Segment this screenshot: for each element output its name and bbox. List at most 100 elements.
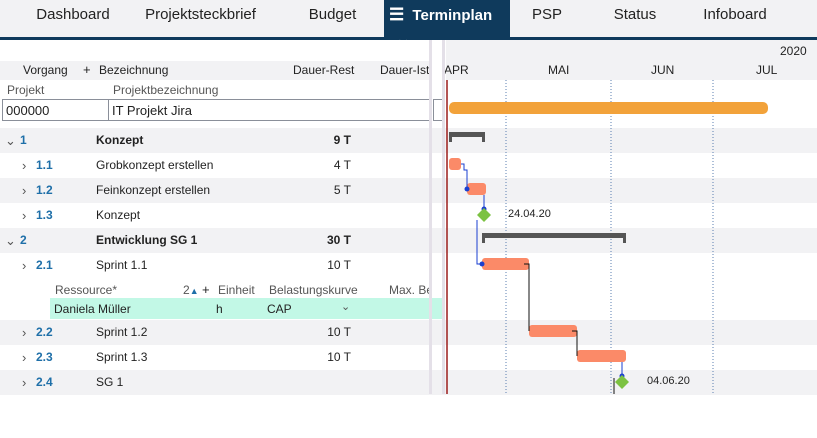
task-row[interactable]: › 2.3 Sprint 1.3 10 T — [0, 345, 817, 370]
milestone-date-1: 24.04.20 — [508, 208, 551, 220]
tab-infoboard[interactable]: Infoboard — [703, 6, 767, 23]
link-dot — [479, 261, 485, 267]
resource-row[interactable] — [50, 298, 444, 319]
add-resource-button[interactable]: + — [202, 282, 210, 297]
col-dauer-rest[interactable]: Dauer-Rest — [293, 63, 355, 77]
task-row[interactable]: ⌄ 1 Konzept 9 T — [0, 128, 817, 153]
close-icon[interactable]: ✕ — [397, 37, 410, 54]
month-mai: MAI — [548, 63, 570, 77]
task-duration: 30 T — [326, 233, 351, 247]
task-duration: 4 T — [333, 158, 351, 172]
task-bar — [577, 350, 626, 362]
splitter-left[interactable] — [429, 40, 432, 394]
menu-icon[interactable]: ☰ — [389, 5, 405, 24]
task-bar — [482, 258, 529, 270]
task-name[interactable]: Konzept — [96, 133, 144, 147]
task-duration: 10 T — [327, 325, 351, 339]
tab-terminplan[interactable]: ☰ Terminplan ✕ — [384, 0, 510, 54]
task-row[interactable]: ⌄ 2 Entwicklung SG 1 30 T — [0, 228, 817, 253]
summary-bar — [482, 233, 626, 243]
expand-chevron-icon[interactable]: › — [22, 350, 27, 365]
tab-psp[interactable]: PSP — [531, 6, 562, 23]
task-number: 2.4 — [36, 375, 53, 389]
expand-chevron-icon[interactable]: › — [22, 325, 27, 340]
expand-chevron-icon[interactable]: › — [22, 183, 27, 198]
resource-count-value: 2 — [183, 283, 190, 297]
task-duration: 10 T — [327, 258, 351, 272]
col-max-belastung[interactable]: Max. Be — [389, 283, 431, 297]
resource-curve-select[interactable]: CAP — [267, 302, 292, 316]
timeline-year: 2020 — [780, 44, 807, 58]
splitter-right[interactable] — [442, 40, 445, 394]
task-name[interactable]: Feinkonzept erstellen — [96, 183, 211, 197]
tab-dashboard[interactable]: Dashboard — [36, 6, 110, 23]
col-vorgang[interactable]: Vorgang — [23, 63, 68, 77]
task-name[interactable]: Sprint 1.3 — [96, 350, 148, 364]
task-number: 1.2 — [36, 183, 53, 197]
timeline-header — [446, 40, 817, 80]
task-row[interactable]: › 2.4 SG 1 — [0, 370, 817, 395]
task-name[interactable]: Konzept — [96, 208, 141, 222]
expand-chevron-icon[interactable]: › — [22, 158, 27, 173]
month-jul: JUL — [756, 63, 778, 77]
expand-chevron-icon[interactable]: › — [22, 258, 27, 273]
dependency-link — [461, 163, 468, 189]
milestone-date-2: 04.06.20 — [647, 375, 690, 387]
task-row[interactable]: › 1.2 Feinkonzept erstellen 5 T — [0, 178, 817, 203]
task-bar — [467, 183, 486, 195]
sort-asc-icon[interactable]: ▲ — [189, 286, 199, 296]
task-row[interactable]: › 2.1 Sprint 1.1 10 T — [0, 253, 817, 278]
task-number: 1.3 — [36, 208, 53, 222]
task-bar — [449, 158, 461, 170]
col-einheit[interactable]: Einheit — [218, 283, 255, 297]
summary-bar — [449, 132, 485, 142]
link-dot — [464, 186, 470, 192]
task-name[interactable]: Entwicklung SG 1 — [96, 233, 198, 247]
collapse-chevron-icon[interactable]: ⌄ — [5, 133, 16, 148]
chevron-down-icon[interactable]: ⌄ — [341, 301, 351, 313]
resource-count: 2▲ — [183, 283, 199, 297]
expand-chevron-icon[interactable]: › — [22, 208, 27, 223]
col-dauer-ist[interactable]: Dauer-Ist — [380, 63, 430, 77]
column-header — [0, 61, 431, 80]
tab-label: Terminplan — [412, 7, 493, 24]
milestone-diamond — [477, 208, 491, 222]
task-number: 1.1 — [36, 158, 53, 172]
resource-unit[interactable]: h — [216, 302, 223, 316]
add-column-button[interactable]: + — [83, 62, 91, 77]
task-bar — [529, 325, 577, 337]
task-row[interactable]: › 1.3 Konzept — [0, 203, 817, 228]
project-bar — [449, 102, 768, 114]
task-row[interactable]: › 2.2 Sprint 1.2 10 T — [0, 320, 817, 345]
col-bezeichnung[interactable]: Bezeichnung — [99, 63, 169, 77]
tab-status[interactable]: Status — [613, 6, 657, 23]
tab-bar: Dashboard Projektsteckbrief Budget ☰ Ter… — [0, 0, 817, 54]
task-number: 2.1 — [36, 258, 53, 272]
task-name[interactable]: Sprint 1.1 — [96, 258, 148, 272]
task-name[interactable]: Sprint 1.2 — [96, 325, 148, 339]
resource-name[interactable]: Daniela Müller — [54, 302, 131, 316]
month-apr: APR — [444, 63, 469, 77]
task-number: 1 — [20, 133, 27, 147]
task-name[interactable]: Grobkonzept erstellen — [96, 158, 214, 172]
dependency-link — [524, 263, 530, 331]
col-ressource[interactable]: Ressource* — [55, 283, 118, 297]
task-name[interactable]: SG 1 — [96, 375, 124, 389]
task-number: 2.3 — [36, 350, 53, 364]
month-jun: JUN — [651, 63, 675, 77]
dependency-link — [476, 220, 482, 265]
col-belastungskurve[interactable]: Belastungskurve — [269, 283, 358, 297]
task-duration: 5 T — [333, 183, 351, 197]
expand-chevron-icon[interactable]: › — [22, 375, 27, 390]
task-number: 2.2 — [36, 325, 53, 339]
milestone-diamond — [615, 375, 629, 389]
tab-budget[interactable]: Budget — [308, 6, 357, 23]
tab-projektsteckbrief[interactable]: Projektsteckbrief — [145, 6, 256, 23]
task-row[interactable]: › 1.1 Grobkonzept erstellen 4 T — [0, 153, 817, 178]
task-duration: 10 T — [327, 350, 351, 364]
project-name-label: Projektbezeichnung — [113, 83, 219, 97]
collapse-chevron-icon[interactable]: ⌄ — [5, 233, 16, 248]
project-label: Projekt — [7, 83, 45, 97]
task-duration: 9 T — [333, 133, 351, 147]
